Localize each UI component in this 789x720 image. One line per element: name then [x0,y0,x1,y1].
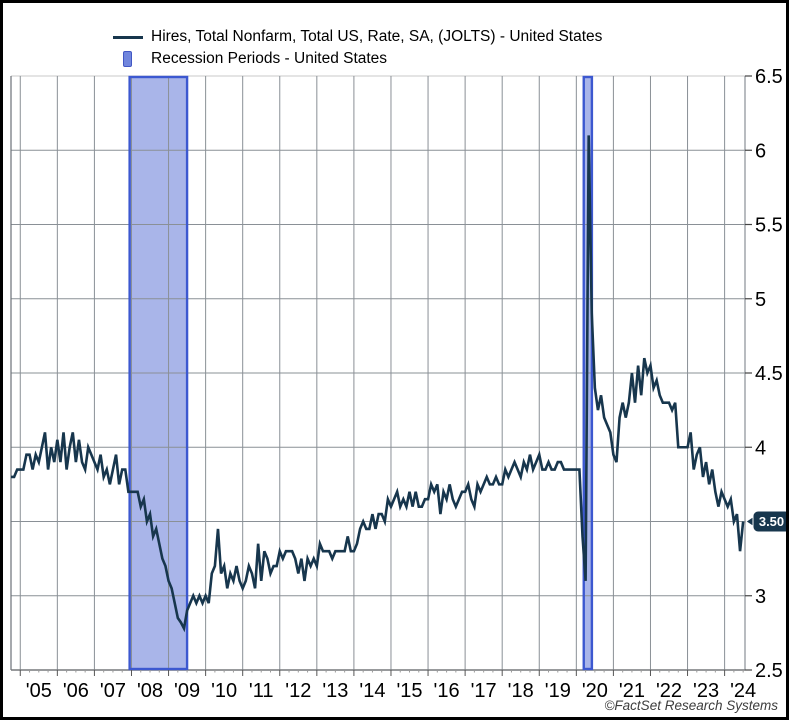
x-axis-label: '20 [582,680,608,702]
x-axis-label: '24 [730,680,756,702]
x-axis-label: '16 [434,680,460,702]
recession-band-border [582,75,594,671]
copyright-text: ©FactSet Research Systems [604,698,778,713]
x-axis-label: '17 [471,680,497,702]
x-axis-label: '09 [174,680,200,702]
hires-line-swatch-icon [113,35,151,39]
y-axis-label: 5.5 [755,215,783,237]
x-axis-label: '18 [508,680,534,702]
chart-plot: 6.565.554.543.532.5'05'06'07'08'09'10'11… [10,66,786,702]
x-axis-label: '21 [619,680,645,702]
x-axis-label: '11 [249,680,274,702]
legend-hires-label: Hires, Total Nonfarm, Total US, Rate, SA… [151,28,603,45]
y-axis-label: 3 [755,586,766,608]
chart-legend: Hires, Total Nonfarm, Total US, Rate, SA… [113,26,602,70]
x-axis-label: '19 [545,680,571,702]
x-axis-label: '14 [359,680,385,702]
y-axis-label: 4 [755,437,766,459]
legend-item-hires: Hires, Total Nonfarm, Total US, Rate, SA… [113,26,602,48]
recession-band-border [128,75,189,671]
y-axis-label: 6 [755,140,766,162]
recession-swatch-icon [113,51,151,67]
x-axis-label: '07 [100,680,126,702]
x-axis-label: '08 [137,680,163,702]
legend-recession-label: Recession Periods - United States [151,50,388,67]
x-axis-label: '05 [26,680,52,702]
legend-item-recession: Recession Periods - United States [113,48,602,70]
y-axis-label: 2.5 [755,660,783,682]
last-value-badge [752,510,786,533]
y-axis-label: 4.5 [755,363,783,385]
hires-rate-line [11,135,745,633]
x-axis-label: '15 [396,680,422,702]
last-value-label: 3.50 [759,514,784,529]
y-axis-label: 6.5 [755,66,783,88]
x-axis-label: '10 [211,680,237,702]
x-axis-label: '23 [693,680,719,702]
x-axis-label: '12 [285,680,311,702]
x-axis-label: '06 [63,680,89,702]
y-axis-label: 5 [755,289,766,311]
x-axis-label: '22 [656,680,682,702]
x-axis-label: '13 [322,680,348,702]
